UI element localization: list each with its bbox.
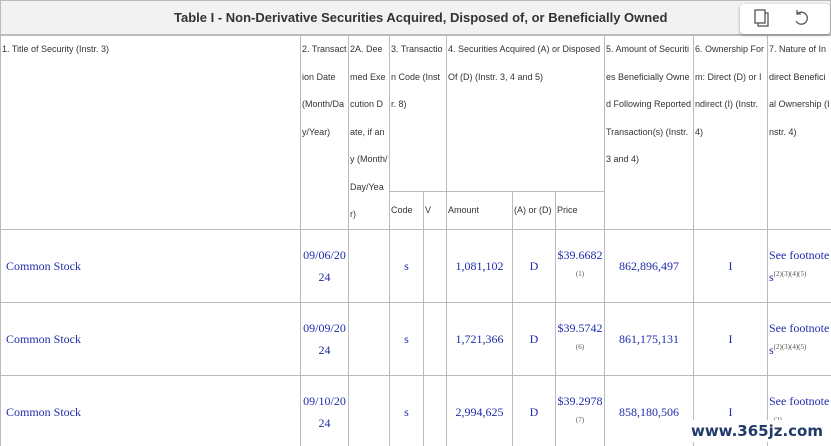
code-cell: s	[389, 228, 424, 303]
date-cell: 09/06/2024	[300, 228, 349, 303]
owned-cell: 858,180,506	[604, 374, 694, 446]
watermark: www.365jz.com	[686, 420, 827, 442]
a-or-d-cell: D	[512, 301, 556, 376]
row: Common Stock 09/10/2024 s 2,994,625 D $39.297…	[0, 374, 831, 446]
nature-footnote: (2)	[774, 416, 782, 424]
nature-cell: See footnotes(2)(3)(4)(5)	[767, 301, 831, 376]
owned-cell: 862,896,497	[604, 228, 694, 303]
date: 09/10/2024	[303, 393, 346, 430]
price: $39.5742	[557, 320, 603, 335]
amount-cell: 1,081,102	[446, 228, 513, 303]
form: I	[728, 258, 733, 273]
form: I	[728, 331, 733, 346]
header: 5. Amount of Securities Beneficially Own…	[604, 35, 694, 230]
undo-icon[interactable]	[795, 10, 808, 25]
deemed-date-cell	[348, 228, 390, 303]
security: Common Stock	[6, 331, 82, 346]
securities-table: 1. Title of Security (Instr. 3) 2. Trans…	[0, 35, 831, 446]
header: 1. Title of Security (Instr. 3)	[0, 35, 301, 230]
price: $39.6682	[557, 247, 603, 262]
subheader: Price	[555, 190, 605, 230]
price-cell: $39.6682 (1)	[555, 228, 605, 303]
date-cell: 09/10/2024	[300, 374, 349, 446]
v-cell	[423, 374, 447, 446]
owned-cell: 861,175,131	[604, 301, 694, 376]
amount-cell: 2,994,625	[446, 374, 513, 446]
row: Common Stock 09/09/2024 s 1,721,366 D $39.574…	[0, 301, 831, 376]
nature-footnote: (2)(3)(4)(5)	[773, 269, 807, 278]
code-cell: s	[389, 301, 424, 376]
code: s	[404, 331, 409, 346]
v-cell	[423, 228, 447, 303]
owned: 861,175,131	[619, 331, 679, 346]
header: 3. Transaction Code (Instr. 8)	[389, 35, 447, 192]
subheader: Amount	[446, 190, 513, 230]
header: 7. Nature of Indirect Beneficial Ownersh…	[767, 35, 831, 230]
title-text: Table I - Non-Derivative Securities Acqu…	[174, 10, 668, 25]
security-cell: Common Stock	[0, 228, 301, 303]
form-cell: I	[693, 301, 768, 376]
subheader: Code	[389, 190, 424, 230]
amount-cell: 1,721,366	[446, 301, 513, 376]
price-cell: $39.2978 (7)	[555, 374, 605, 446]
price-footnote: (1)	[575, 269, 585, 278]
toolbar	[740, 4, 830, 34]
deemed-date-cell	[348, 374, 390, 446]
date: 09/09/2024	[303, 320, 346, 357]
table-title: Table I - Non-Derivative Securities Acqu…	[0, 0, 831, 35]
nature-cell: See footnotes(2)(3)(4)(5)	[767, 228, 831, 303]
amount: 1,081,102	[455, 258, 504, 273]
amount: 1,721,366	[455, 331, 504, 346]
security-cell: Common Stock	[0, 374, 301, 446]
nature: See footnotes	[769, 247, 830, 284]
form-cell: I	[693, 228, 768, 303]
deemed-date-cell	[348, 301, 390, 376]
code: s	[404, 258, 409, 273]
a-or-d: D	[529, 404, 539, 419]
subheader: (A) or (D)	[512, 190, 556, 230]
copy-icon-back	[754, 9, 766, 24]
date: 09/06/2024	[303, 247, 346, 284]
table-body: Common Stock 09/06/2024 s 1,081,102 D $39.668…	[0, 228, 831, 446]
header: 6. Ownership Form: Direct (D) or Indirec…	[693, 35, 768, 230]
header: 2. Transaction Date (Month/Day/Year)	[300, 35, 349, 230]
security: Common Stock	[6, 258, 82, 273]
owned: 862,896,497	[619, 258, 679, 273]
toolbar-icons	[754, 9, 808, 27]
owned: 858,180,506	[619, 404, 679, 419]
row: Common Stock 09/06/2024 s 1,081,102 D $39.668…	[0, 228, 831, 303]
date-cell: 09/09/2024	[300, 301, 349, 376]
a-or-d: D	[529, 331, 539, 346]
a-or-d-cell: D	[512, 228, 556, 303]
a-or-d-cell: D	[512, 374, 556, 446]
price-footnote: (7)	[575, 415, 585, 424]
v-cell	[423, 301, 447, 376]
code: s	[404, 404, 409, 419]
price-cell: $39.5742 (6)	[555, 301, 605, 376]
price-footnote: (6)	[575, 342, 585, 351]
subheader: V	[423, 190, 447, 230]
header: 2A. Deemed Execution Date, if any (Month…	[348, 35, 390, 230]
a-or-d: D	[529, 258, 539, 273]
form: I	[728, 404, 733, 419]
nature: See footnotes	[769, 320, 830, 357]
security: Common Stock	[6, 404, 82, 419]
header: 4. Securities Acquired (A) or Disposed O…	[446, 35, 605, 192]
security-cell: Common Stock	[0, 301, 301, 376]
nature-footnote: (2)(3)(4)(5)	[773, 342, 807, 351]
code-cell: s	[389, 374, 424, 446]
price: $39.2978	[557, 393, 603, 408]
amount: 2,994,625	[455, 404, 504, 419]
